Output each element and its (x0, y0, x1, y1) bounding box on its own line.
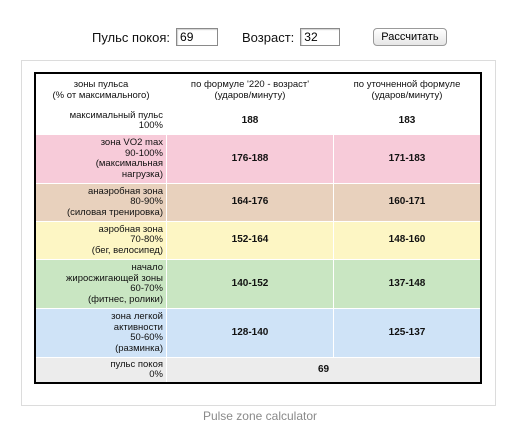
zone-name-cell: зона VO2 max 90-100% (максимальная нагрузка… (34, 134, 167, 184)
header-formula: по формуле '220 - возраст' (ударов/минут… (166, 72, 334, 108)
resting-row: пульс покоя 0% 69 (34, 357, 482, 384)
zone-row: зона VO2 max 90-100% (максимальная нагрузка… (34, 134, 482, 184)
table-header-row: зоны пульса (% от максимального) по форм… (34, 72, 482, 108)
refined-value: 125-137 (333, 308, 482, 358)
zone-name-line: (бег, велосипед) (91, 244, 163, 256)
pulse-zones-table: зоны пульса (% от максимального) по форм… (34, 72, 482, 384)
zone-name-line: (разминка) (115, 342, 163, 354)
zone-name-line: анаэробная зона (87, 185, 163, 197)
zone-name-cell: начало жиросжигающей зоны 60-70% (фитнес, р… (34, 259, 167, 309)
zone-row: максимальный пульс 100% 188 183 (34, 107, 482, 135)
zone-name-line: 60-70% (130, 283, 163, 294)
refined-value: 183 (333, 107, 482, 135)
calculate-button[interactable]: Рассчитать (373, 28, 447, 46)
zone-row: зона легкой активности 50-60% (разминка) 128… (34, 308, 482, 358)
header-refined: по уточненной формуле (ударов/минуту) (333, 72, 482, 108)
header-zones-line: (% от максимального) (52, 89, 150, 101)
refined-value: 148-160 (333, 221, 482, 260)
resting-zone-line: пульс покоя (110, 358, 163, 370)
formula-value: 128-140 (166, 308, 334, 358)
resting-value: 69 (166, 357, 482, 384)
figure-caption: Pulse zone calculator (202, 409, 318, 423)
zone-name-line: нагрузка) (121, 168, 163, 180)
zone-name-line: (максимальная (95, 158, 163, 169)
zone-row: начало жиросжигающей зоны 60-70% (фитнес, р… (34, 259, 482, 309)
zone-name-line: зона VO2 max (100, 137, 163, 148)
results-frame: зоны пульса (% от максимального) по форм… (21, 60, 496, 406)
zone-rows: максимальный пульс 100% 188 183 зона VO2 max… (34, 107, 482, 358)
zone-name-cell: анаэробная зона 80-90% (силовая тренировка… (34, 183, 167, 222)
resting-zone-cell: пульс покоя 0% (34, 357, 167, 384)
zone-name-line: 70-80% (130, 234, 163, 246)
zone-name-line: (фитнес, ролики) (87, 293, 163, 305)
zone-name-cell: зона легкой активности 50-60% (разминка) (34, 308, 167, 358)
header-refined-line: (ударов/минуту) (371, 89, 443, 101)
zone-name-line: 80-90% (130, 196, 163, 208)
zone-name-line: максимальный пульс (69, 109, 163, 121)
resting-zone-line: 0% (149, 369, 163, 380)
resting-pulse-label: Пульс покоя: (92, 29, 171, 45)
zone-name-line: 100% (138, 120, 163, 131)
header-formula-line: (ударов/минуту) (214, 89, 286, 101)
header-refined-line: по уточненной формуле (353, 79, 461, 90)
zone-name-line: активности (113, 321, 163, 333)
zone-name-line: жиросжигающей зоны (66, 272, 163, 284)
zone-name-line: 50-60% (130, 332, 163, 343)
zone-row: анаэробная зона 80-90% (силовая тренировка… (34, 183, 482, 222)
age-label: Возраст: (242, 29, 295, 45)
formula-value: 176-188 (166, 134, 334, 184)
age-input[interactable] (300, 28, 341, 46)
refined-value: 137-148 (333, 259, 482, 309)
pulse-form: Пульс покоя: Возраст: Рассчитать (92, 28, 447, 46)
refined-value: 160-171 (333, 183, 482, 222)
formula-value: 188 (166, 107, 334, 135)
formula-value: 164-176 (166, 183, 334, 222)
header-zones-line: зоны пульса (73, 79, 129, 90)
zone-name-cell: аэробная зона 70-80% (бег, велосипед) (34, 221, 167, 260)
zone-row: аэробная зона 70-80% (бег, велосипед) 152-1… (34, 221, 482, 260)
zone-name-line: начало (131, 262, 164, 273)
header-zones: зоны пульса (% от максимального) (34, 72, 167, 108)
header-formula-line: по формуле '220 - возраст' (190, 79, 310, 90)
resting-pulse-input[interactable] (176, 28, 219, 46)
formula-value: 140-152 (166, 259, 334, 309)
formula-value: 152-164 (166, 221, 334, 260)
zone-name-line: аэробная зона (98, 223, 163, 235)
refined-value: 171-183 (333, 134, 482, 184)
zone-name-line: зона легкой (111, 311, 163, 322)
zone-name-line: 90-100% (124, 147, 163, 159)
zone-name-line: (силовая тренировка) (66, 206, 163, 218)
zone-name-cell: максимальный пульс 100% (34, 107, 167, 135)
